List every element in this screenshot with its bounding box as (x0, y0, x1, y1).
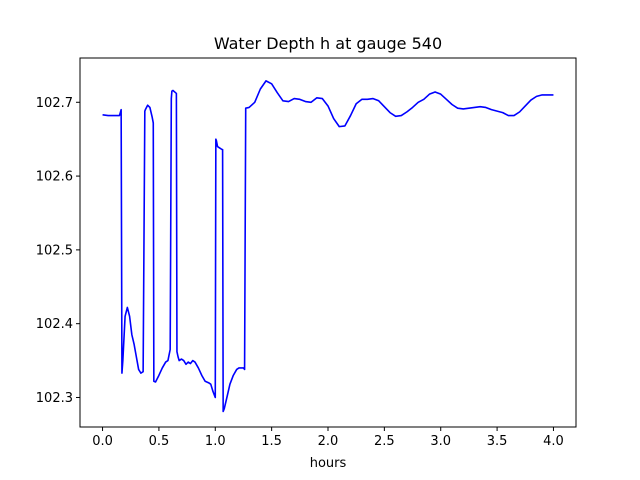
x-tick-label: 3.0 (430, 434, 451, 449)
chart-title: Water Depth h at gauge 540 (214, 34, 442, 53)
y-tick-label: 102.5 (36, 243, 73, 258)
x-tick-label: 3.5 (487, 434, 508, 449)
x-tick-label: 2.5 (374, 434, 395, 449)
y-tick-label: 102.3 (36, 391, 73, 406)
x-tick-label: 0.0 (92, 434, 113, 449)
axes-frame (79, 57, 577, 428)
x-tick-label: 4.0 (543, 434, 564, 449)
x-axis: 0.0 0.5 1.0 1.5 2.0 2.5 3.0 3.5 4.0 (92, 427, 564, 449)
x-tick-label: 0.5 (149, 434, 170, 449)
x-tick-label: 1.0 (205, 434, 226, 449)
x-tick-label: 1.5 (261, 434, 282, 449)
y-tick-label: 102.6 (36, 170, 73, 185)
x-tick-label: 2.0 (318, 434, 339, 449)
series-line (102, 80, 554, 413)
x-axis-label: hours (310, 456, 347, 471)
y-tick-label: 102.7 (36, 96, 73, 111)
plot-area (102, 80, 554, 413)
y-tick-label: 102.4 (36, 317, 73, 332)
y-axis: 102.3 102.4 102.5 102.6 102.7 (36, 96, 80, 406)
